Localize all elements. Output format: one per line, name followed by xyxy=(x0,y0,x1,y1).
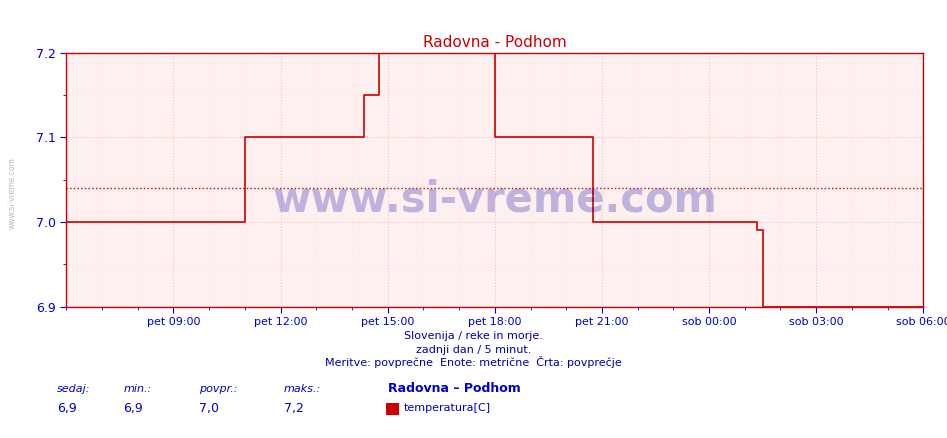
Text: sedaj:: sedaj: xyxy=(57,384,90,394)
Text: min.:: min.: xyxy=(123,384,152,394)
Text: zadnji dan / 5 minut.: zadnji dan / 5 minut. xyxy=(416,345,531,355)
Title: Radovna - Podhom: Radovna - Podhom xyxy=(423,35,566,50)
Text: temperatura[C]: temperatura[C] xyxy=(403,403,491,413)
Text: Radovna – Podhom: Radovna – Podhom xyxy=(388,382,521,395)
Text: www.si-vreme.com: www.si-vreme.com xyxy=(8,157,17,229)
Text: 6,9: 6,9 xyxy=(123,402,143,415)
Text: Meritve: povprečne  Enote: metrične  Črta: povprečje: Meritve: povprečne Enote: metrične Črta:… xyxy=(325,356,622,368)
Text: povpr.:: povpr.: xyxy=(199,384,238,394)
Text: 6,9: 6,9 xyxy=(57,402,77,415)
Text: Slovenija / reke in morje.: Slovenija / reke in morje. xyxy=(404,332,543,342)
Text: 7,0: 7,0 xyxy=(199,402,219,415)
Text: maks.:: maks.: xyxy=(284,384,321,394)
Text: www.si-vreme.com: www.si-vreme.com xyxy=(273,179,717,221)
Text: 7,2: 7,2 xyxy=(284,402,304,415)
